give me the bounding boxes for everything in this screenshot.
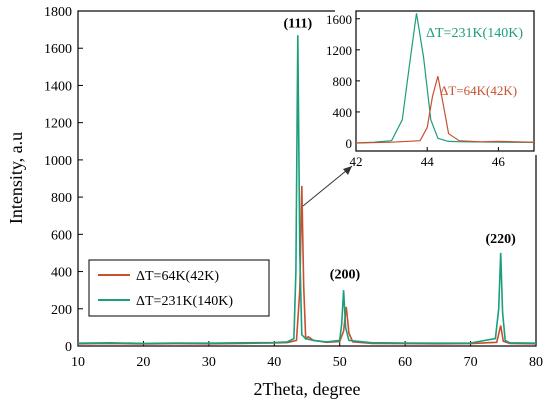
inset-x-tick-label: 44 bbox=[421, 154, 435, 169]
inset-y-tick-label: 800 bbox=[333, 74, 353, 89]
inset-y-tick-label: 400 bbox=[333, 105, 353, 120]
inset-y-ticks: 0 400 800 1200 1600 bbox=[326, 12, 360, 151]
x-tick-label: 40 bbox=[267, 355, 281, 370]
peak-labels: (111) (200) (220) bbox=[283, 16, 516, 282]
main-series-layer bbox=[77, 35, 537, 345]
series-line-1 bbox=[77, 35, 537, 345]
peak-label: (220) bbox=[486, 232, 517, 247]
inset-x-tick-label: 46 bbox=[492, 154, 506, 169]
main-plot-frame bbox=[77, 10, 537, 347]
y-tick-label: 400 bbox=[51, 266, 72, 281]
inset-y-tick-label: 1600 bbox=[326, 12, 352, 27]
inset-x-tick-label: 42 bbox=[350, 154, 363, 169]
x-tick-label: 80 bbox=[529, 355, 543, 370]
main-y-ticks: 0 200 400 600 800 1000 1200 1400 1600 1800 bbox=[44, 5, 83, 355]
y-tick-label: 0 bbox=[65, 340, 72, 355]
inset-series-line-1 bbox=[355, 76, 535, 144]
y-tick-label: 600 bbox=[51, 228, 72, 243]
y-axis-title: Intensity, a.u bbox=[6, 132, 26, 224]
peak-label: (200) bbox=[330, 268, 361, 283]
y-tick-label: 1400 bbox=[44, 79, 72, 94]
legend-box bbox=[88, 259, 270, 317]
x-tick-label: 20 bbox=[136, 355, 150, 370]
inset-x-ticks: 42 44 46 bbox=[350, 147, 506, 169]
y-tick-label: 1000 bbox=[44, 154, 72, 169]
peak-label: (111) bbox=[283, 16, 312, 31]
inset-y-tick-label: 1200 bbox=[326, 43, 352, 58]
inset-series-line-0 bbox=[355, 13, 535, 144]
inset-pointer-arrow bbox=[302, 165, 353, 207]
inset-pointer-arrowhead bbox=[343, 166, 352, 175]
y-tick-label: 1200 bbox=[44, 117, 72, 132]
inset-y-tick-label: 0 bbox=[346, 136, 353, 151]
x-tick-label: 10 bbox=[71, 355, 85, 370]
inset-series-layer bbox=[355, 13, 535, 144]
y-tick-label: 800 bbox=[51, 191, 72, 206]
x-tick-label: 50 bbox=[333, 355, 347, 370]
main-x-ticks: 10 20 30 40 50 60 70 80 bbox=[71, 341, 543, 370]
x-tick-label: 60 bbox=[398, 355, 412, 370]
x-tick-label: 30 bbox=[202, 355, 216, 370]
legend-label-231k: ΔT=231K(140K) bbox=[136, 294, 233, 309]
y-tick-label: 200 bbox=[51, 303, 72, 318]
inset-annotation-64k: ΔT=64K(42K) bbox=[440, 83, 517, 98]
legend: ΔT=64K(42K) ΔT=231K(140K) bbox=[88, 259, 270, 317]
inset-annotation-231k: ΔT=231K(140K) bbox=[426, 26, 523, 41]
y-tick-label: 1600 bbox=[44, 42, 72, 57]
x-axis-title: 2Theta, degree bbox=[254, 379, 361, 399]
legend-label-64k: ΔT=64K(42K) bbox=[136, 269, 219, 284]
x-tick-label: 70 bbox=[464, 355, 478, 370]
y-tick-label: 1800 bbox=[44, 5, 72, 20]
